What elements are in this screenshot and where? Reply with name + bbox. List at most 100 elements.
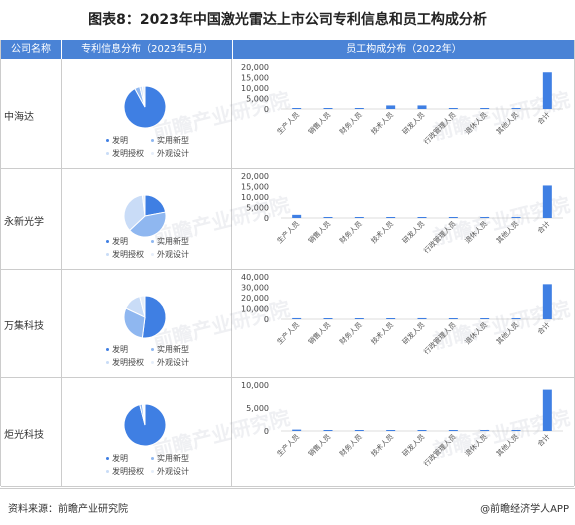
x-tick-label: 退休人员 bbox=[463, 219, 489, 245]
x-tick-label: 销售人员 bbox=[306, 110, 332, 136]
legend-label: 实用新型 bbox=[157, 345, 189, 354]
bar bbox=[480, 430, 490, 431]
pie-slice bbox=[141, 85, 146, 108]
bar bbox=[323, 108, 333, 109]
legend-dot-icon bbox=[151, 457, 154, 460]
legend-label: 发明 bbox=[112, 136, 128, 145]
x-tick-label: 销售人员 bbox=[306, 320, 332, 346]
pie-slice bbox=[143, 403, 146, 426]
x-tick-label: 其他人员 bbox=[494, 110, 520, 136]
bar bbox=[542, 185, 552, 218]
y-tick-label: 0 bbox=[264, 214, 269, 223]
company-row: 万集科技 前瞻产业研究院 前瞻产业研究院 发明 实用新型 发明授权 外观设计 40,000 30… bbox=[1, 269, 574, 378]
bar bbox=[292, 214, 302, 218]
x-tick-label: 技术人员 bbox=[369, 432, 395, 458]
x-tick-label: 生产人员 bbox=[275, 110, 301, 136]
legend-item: 外观设计 bbox=[151, 148, 189, 159]
legend-label: 实用新型 bbox=[157, 237, 189, 246]
x-tick-label: 合计 bbox=[535, 110, 551, 126]
y-tick-label: 0 bbox=[264, 427, 269, 436]
patent-pie-chart bbox=[123, 85, 167, 129]
legend-label: 外观设计 bbox=[157, 467, 189, 476]
legend-item: 发明授权 bbox=[106, 466, 144, 477]
legend-item: 发明授权 bbox=[106, 148, 144, 159]
x-tick-label: 行政管理人员 bbox=[422, 219, 458, 255]
legend-label: 发明授权 bbox=[112, 358, 144, 367]
legend-dot-icon bbox=[151, 361, 154, 364]
legend-item: 实用新型 bbox=[151, 344, 189, 355]
company-name: 炬光科技 bbox=[4, 429, 44, 441]
x-tick-label: 财务人员 bbox=[338, 432, 364, 458]
x-tick-label: 退休人员 bbox=[463, 110, 489, 136]
legend-dot-icon bbox=[151, 348, 154, 351]
legend-label: 发明授权 bbox=[112, 250, 144, 259]
legend-dot-icon bbox=[106, 361, 109, 364]
bar bbox=[542, 72, 552, 109]
pie-slice bbox=[139, 295, 146, 318]
y-tick-label: 10,000 bbox=[241, 84, 269, 93]
legend-dot-icon bbox=[106, 139, 109, 142]
legend-item: 发明授权 bbox=[106, 357, 144, 368]
x-tick-label: 生产人员 bbox=[275, 432, 301, 458]
legend-label: 发明 bbox=[112, 454, 128, 463]
legend-label: 发明授权 bbox=[112, 149, 144, 158]
x-tick-label: 研发人员 bbox=[400, 320, 426, 346]
bar bbox=[292, 429, 302, 431]
patent-pie-chart bbox=[123, 295, 167, 339]
x-tick-label: 技术人员 bbox=[369, 320, 395, 346]
company-row: 中海达 前瞻产业研究院 前瞻产业研究院 发明 实用新型 发明授权 外观设计 20,000 15,… bbox=[1, 59, 574, 169]
x-tick-label: 行政管理人员 bbox=[422, 110, 458, 146]
x-tick-label: 技术人员 bbox=[369, 219, 395, 245]
bar bbox=[417, 430, 427, 431]
legend-label: 外观设计 bbox=[157, 250, 189, 259]
legend-dot-icon bbox=[151, 470, 154, 473]
y-tick-label: 15,000 bbox=[241, 183, 269, 192]
column-divider bbox=[61, 59, 62, 486]
bar bbox=[448, 108, 458, 109]
pie-slice bbox=[123, 307, 146, 339]
bar bbox=[448, 430, 458, 431]
legend-dot-icon bbox=[151, 240, 154, 243]
footer: 资料来源：前瞻产业研究院 @前瞻经济学人APP bbox=[0, 488, 575, 525]
bar bbox=[386, 217, 396, 218]
footer-divider bbox=[0, 488, 575, 489]
data-table: 公司名称 专利信息分布（2023年5月） 员工构成分布（2022年） 中海达 前瞻… bbox=[0, 40, 575, 487]
bar bbox=[542, 389, 552, 431]
y-tick-label: 20,000 bbox=[241, 172, 269, 181]
y-tick-label: 10,000 bbox=[241, 305, 269, 314]
x-tick-label: 其他人员 bbox=[494, 432, 520, 458]
x-tick-label: 合计 bbox=[535, 219, 551, 235]
legend-dot-icon bbox=[151, 152, 154, 155]
legend-dot-icon bbox=[106, 253, 109, 256]
header-company: 公司名称 bbox=[11, 44, 51, 55]
x-tick-label: 研发人员 bbox=[400, 110, 426, 136]
company-name: 万集科技 bbox=[4, 321, 44, 332]
x-tick-label: 销售人员 bbox=[306, 432, 332, 458]
x-tick-label: 技术人员 bbox=[369, 110, 395, 136]
y-tick-label: 20,000 bbox=[241, 63, 269, 72]
legend-dot-icon bbox=[106, 457, 109, 460]
y-tick-label: 5,000 bbox=[246, 404, 269, 413]
legend-item: 外观设计 bbox=[151, 249, 189, 260]
legend-item: 发明 bbox=[106, 135, 128, 146]
y-tick-label: 30,000 bbox=[241, 284, 269, 293]
y-tick-label: 15,000 bbox=[241, 74, 269, 83]
brand-note: @前瞻经济学人APP bbox=[480, 504, 569, 515]
legend-dot-icon bbox=[106, 348, 109, 351]
legend-label: 发明授权 bbox=[112, 467, 144, 476]
x-tick-label: 退休人员 bbox=[463, 320, 489, 346]
legend-label: 外观设计 bbox=[157, 149, 189, 158]
legend-item: 实用新型 bbox=[151, 236, 189, 247]
y-tick-label: 10,000 bbox=[241, 381, 269, 390]
table-header: 公司名称 专利信息分布（2023年5月） 员工构成分布（2022年） bbox=[1, 40, 574, 59]
legend-dot-icon bbox=[151, 253, 154, 256]
y-tick-label: 10,000 bbox=[241, 193, 269, 202]
legend-item: 实用新型 bbox=[151, 453, 189, 464]
legend-dot-icon bbox=[106, 470, 109, 473]
pie-slice bbox=[141, 295, 167, 339]
legend-item: 发明 bbox=[106, 344, 128, 355]
bar bbox=[480, 217, 490, 218]
